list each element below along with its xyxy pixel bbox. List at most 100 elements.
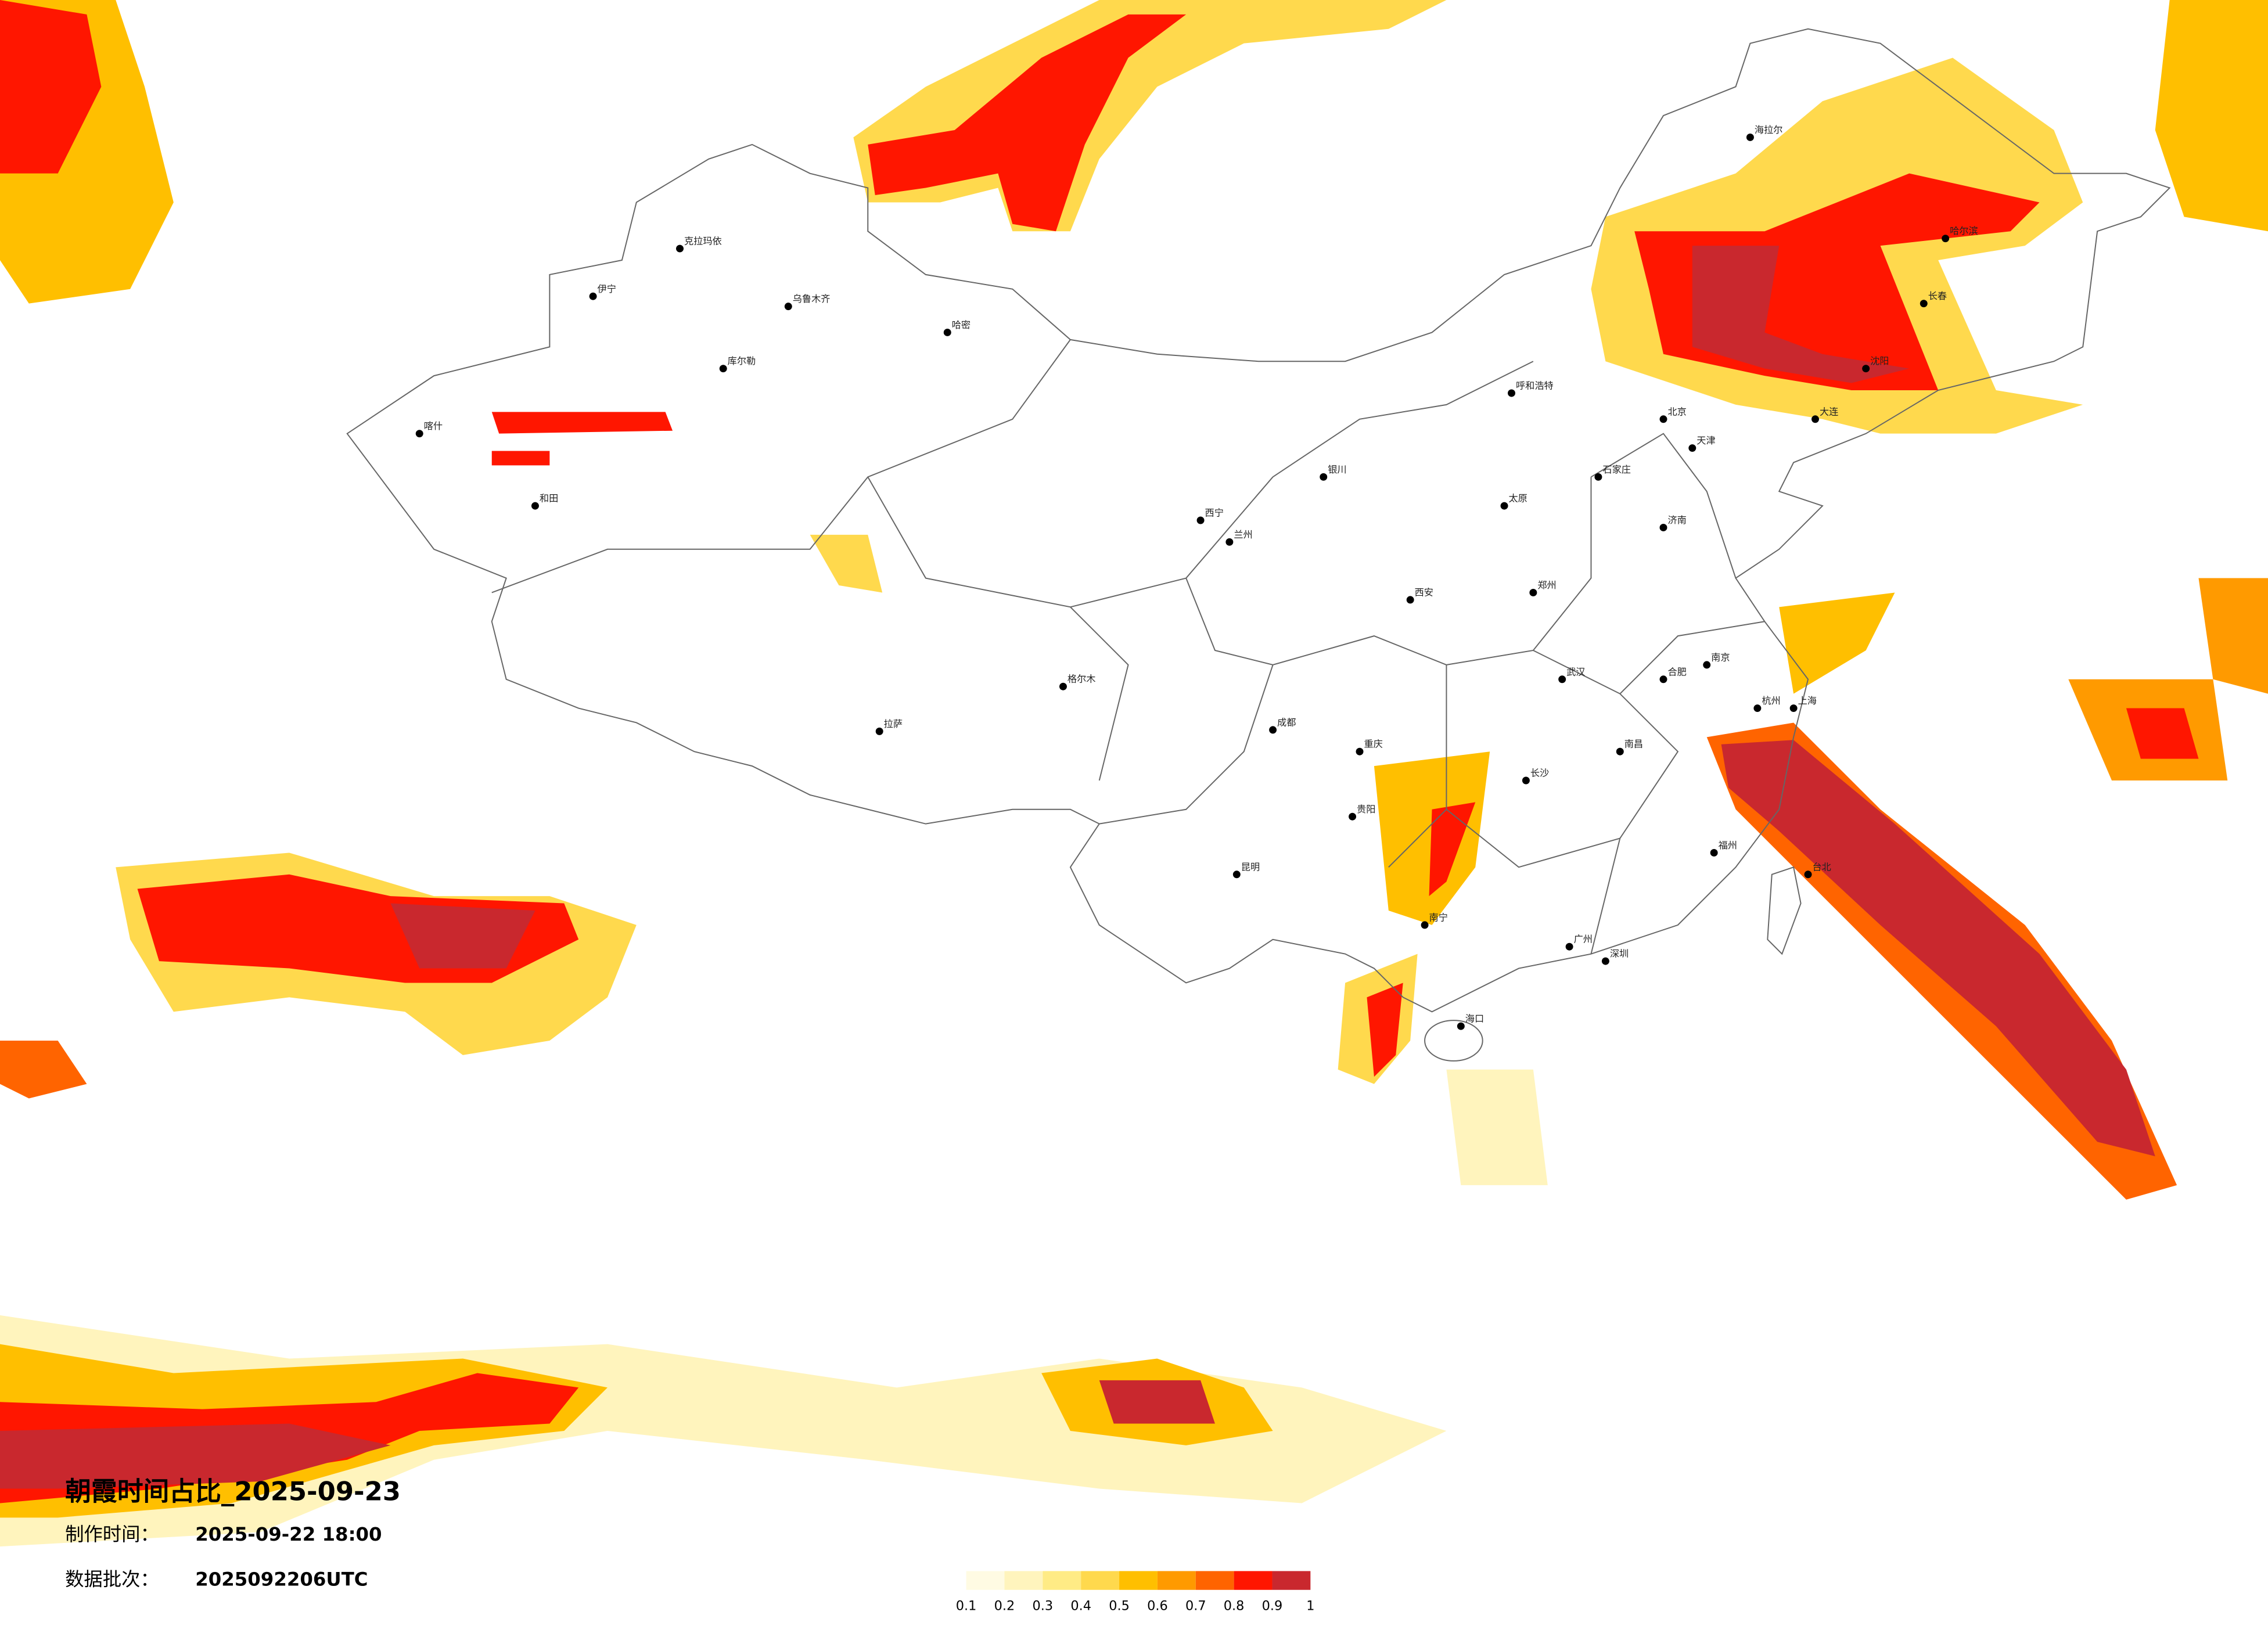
legend-swatch	[1119, 1571, 1158, 1590]
weather-layer	[0, 0, 2268, 1547]
city-dot	[1269, 726, 1277, 734]
city-dot	[1703, 661, 1711, 669]
city-dot	[415, 430, 423, 438]
legend-tick-label: 0.6	[1147, 1599, 1168, 1614]
city-label: 南京	[1711, 652, 1730, 663]
city-label: 格尔木	[1067, 674, 1096, 685]
city-dot	[1320, 473, 1328, 481]
made-label: 制作时间：	[65, 1523, 159, 1545]
city-label: 大连	[1820, 406, 1838, 417]
legend-tick-label: 0.8	[1224, 1599, 1245, 1614]
city-label: 兰州	[1234, 529, 1252, 540]
city-label: 长春	[1928, 290, 1947, 301]
city-dot	[531, 502, 539, 510]
city-label: 济南	[1667, 515, 1686, 526]
city-label: 郑州	[1537, 580, 1556, 591]
city-label: 福州	[1719, 840, 1737, 851]
legend-tick-label: 1	[1306, 1599, 1314, 1614]
city-label: 银川	[1328, 464, 1346, 475]
city-label: 西安	[1415, 587, 1433, 598]
city-dot	[1659, 675, 1667, 684]
city-dot	[1688, 444, 1696, 452]
city-label: 长沙	[1530, 768, 1549, 779]
legend-tick-label: 0.5	[1109, 1599, 1130, 1614]
legend-tick-label: 0.3	[1033, 1599, 1054, 1614]
city-dot	[1421, 921, 1429, 929]
city-label: 杭州	[1762, 695, 1780, 706]
city-dot	[1753, 704, 1762, 713]
city-dot	[1565, 942, 1573, 951]
city-dot	[1457, 1022, 1465, 1030]
city-label: 呼和浩特	[1516, 380, 1554, 391]
city-label: 乌鲁木齐	[793, 293, 831, 304]
city-label: 哈尔滨	[1950, 225, 1978, 236]
city-label: 喀什	[424, 420, 443, 431]
city-dot	[1406, 596, 1414, 604]
city-label: 深圳	[1610, 948, 1629, 959]
city-dot	[1196, 516, 1205, 524]
city-dot	[1942, 235, 1950, 243]
legend-tick-label: 0.7	[1185, 1599, 1206, 1614]
legend-swatch	[1043, 1571, 1081, 1590]
city-dot	[943, 328, 951, 336]
city-dot	[1804, 870, 1812, 879]
batch-value: 2025092206UTC	[195, 1568, 368, 1590]
city-dot	[1659, 523, 1667, 531]
city-dot	[1349, 812, 1357, 821]
legend-swatch	[1234, 1571, 1273, 1590]
city-label: 拉萨	[884, 718, 903, 729]
city-dot	[719, 365, 727, 373]
city-label: 哈密	[952, 319, 971, 330]
city-label: 昆明	[1241, 861, 1260, 872]
city-dot	[1616, 747, 1624, 756]
city-label: 成都	[1277, 717, 1296, 728]
legend-tick-label: 0.1	[956, 1599, 977, 1614]
city-dot	[784, 303, 792, 311]
legend-swatch	[966, 1571, 1005, 1590]
city-dot	[1500, 502, 1508, 510]
city-label: 广州	[1574, 934, 1593, 945]
city-label: 伊宁	[598, 283, 616, 294]
city-label: 石家庄	[1602, 464, 1631, 475]
city-dot	[1356, 747, 1364, 756]
title: 朝霞时间占比_2025-09-23	[65, 1476, 401, 1506]
legend-swatch	[1272, 1571, 1311, 1590]
city-dot	[1710, 848, 1718, 857]
legend-swatch	[1157, 1571, 1196, 1590]
city-label: 上海	[1798, 695, 1817, 706]
city-label: 太原	[1509, 493, 1527, 504]
city-label: 台北	[1813, 861, 1831, 872]
city-dot	[1920, 300, 1928, 308]
city-label: 重庆	[1364, 739, 1382, 750]
city-label: 武汉	[1566, 666, 1585, 677]
made-value: 2025-09-22 18:00	[195, 1523, 382, 1545]
city-label: 海口	[1465, 1013, 1484, 1024]
city-label: 南昌	[1624, 739, 1643, 750]
city-label: 海拉尔	[1755, 124, 1783, 135]
batch-label: 数据批次：	[65, 1568, 159, 1590]
city-dot	[1059, 682, 1067, 690]
city-label: 北京	[1667, 406, 1686, 417]
legend-tick-label: 0.2	[994, 1599, 1015, 1614]
city-label: 沈阳	[1870, 355, 1889, 366]
legend-swatch	[1004, 1571, 1043, 1590]
city-dot	[1659, 415, 1667, 423]
city-dot	[1862, 365, 1870, 373]
city-label: 天津	[1696, 435, 1715, 446]
city-dot	[1522, 776, 1530, 785]
legend-swatch	[1195, 1571, 1234, 1590]
city-label: 南宁	[1429, 912, 1448, 923]
city-dot	[1601, 957, 1609, 965]
city-dot	[676, 244, 684, 253]
legend-tick-label: 0.9	[1262, 1599, 1283, 1614]
city-dot	[875, 727, 883, 735]
city-dot	[1232, 870, 1241, 879]
city-dot	[1225, 538, 1234, 546]
city-label: 克拉玛依	[684, 236, 722, 247]
city-dot	[1508, 389, 1515, 397]
borders	[346, 28, 2171, 1062]
legend-tick-label: 0.4	[1070, 1599, 1091, 1614]
city-dot	[1558, 675, 1566, 684]
